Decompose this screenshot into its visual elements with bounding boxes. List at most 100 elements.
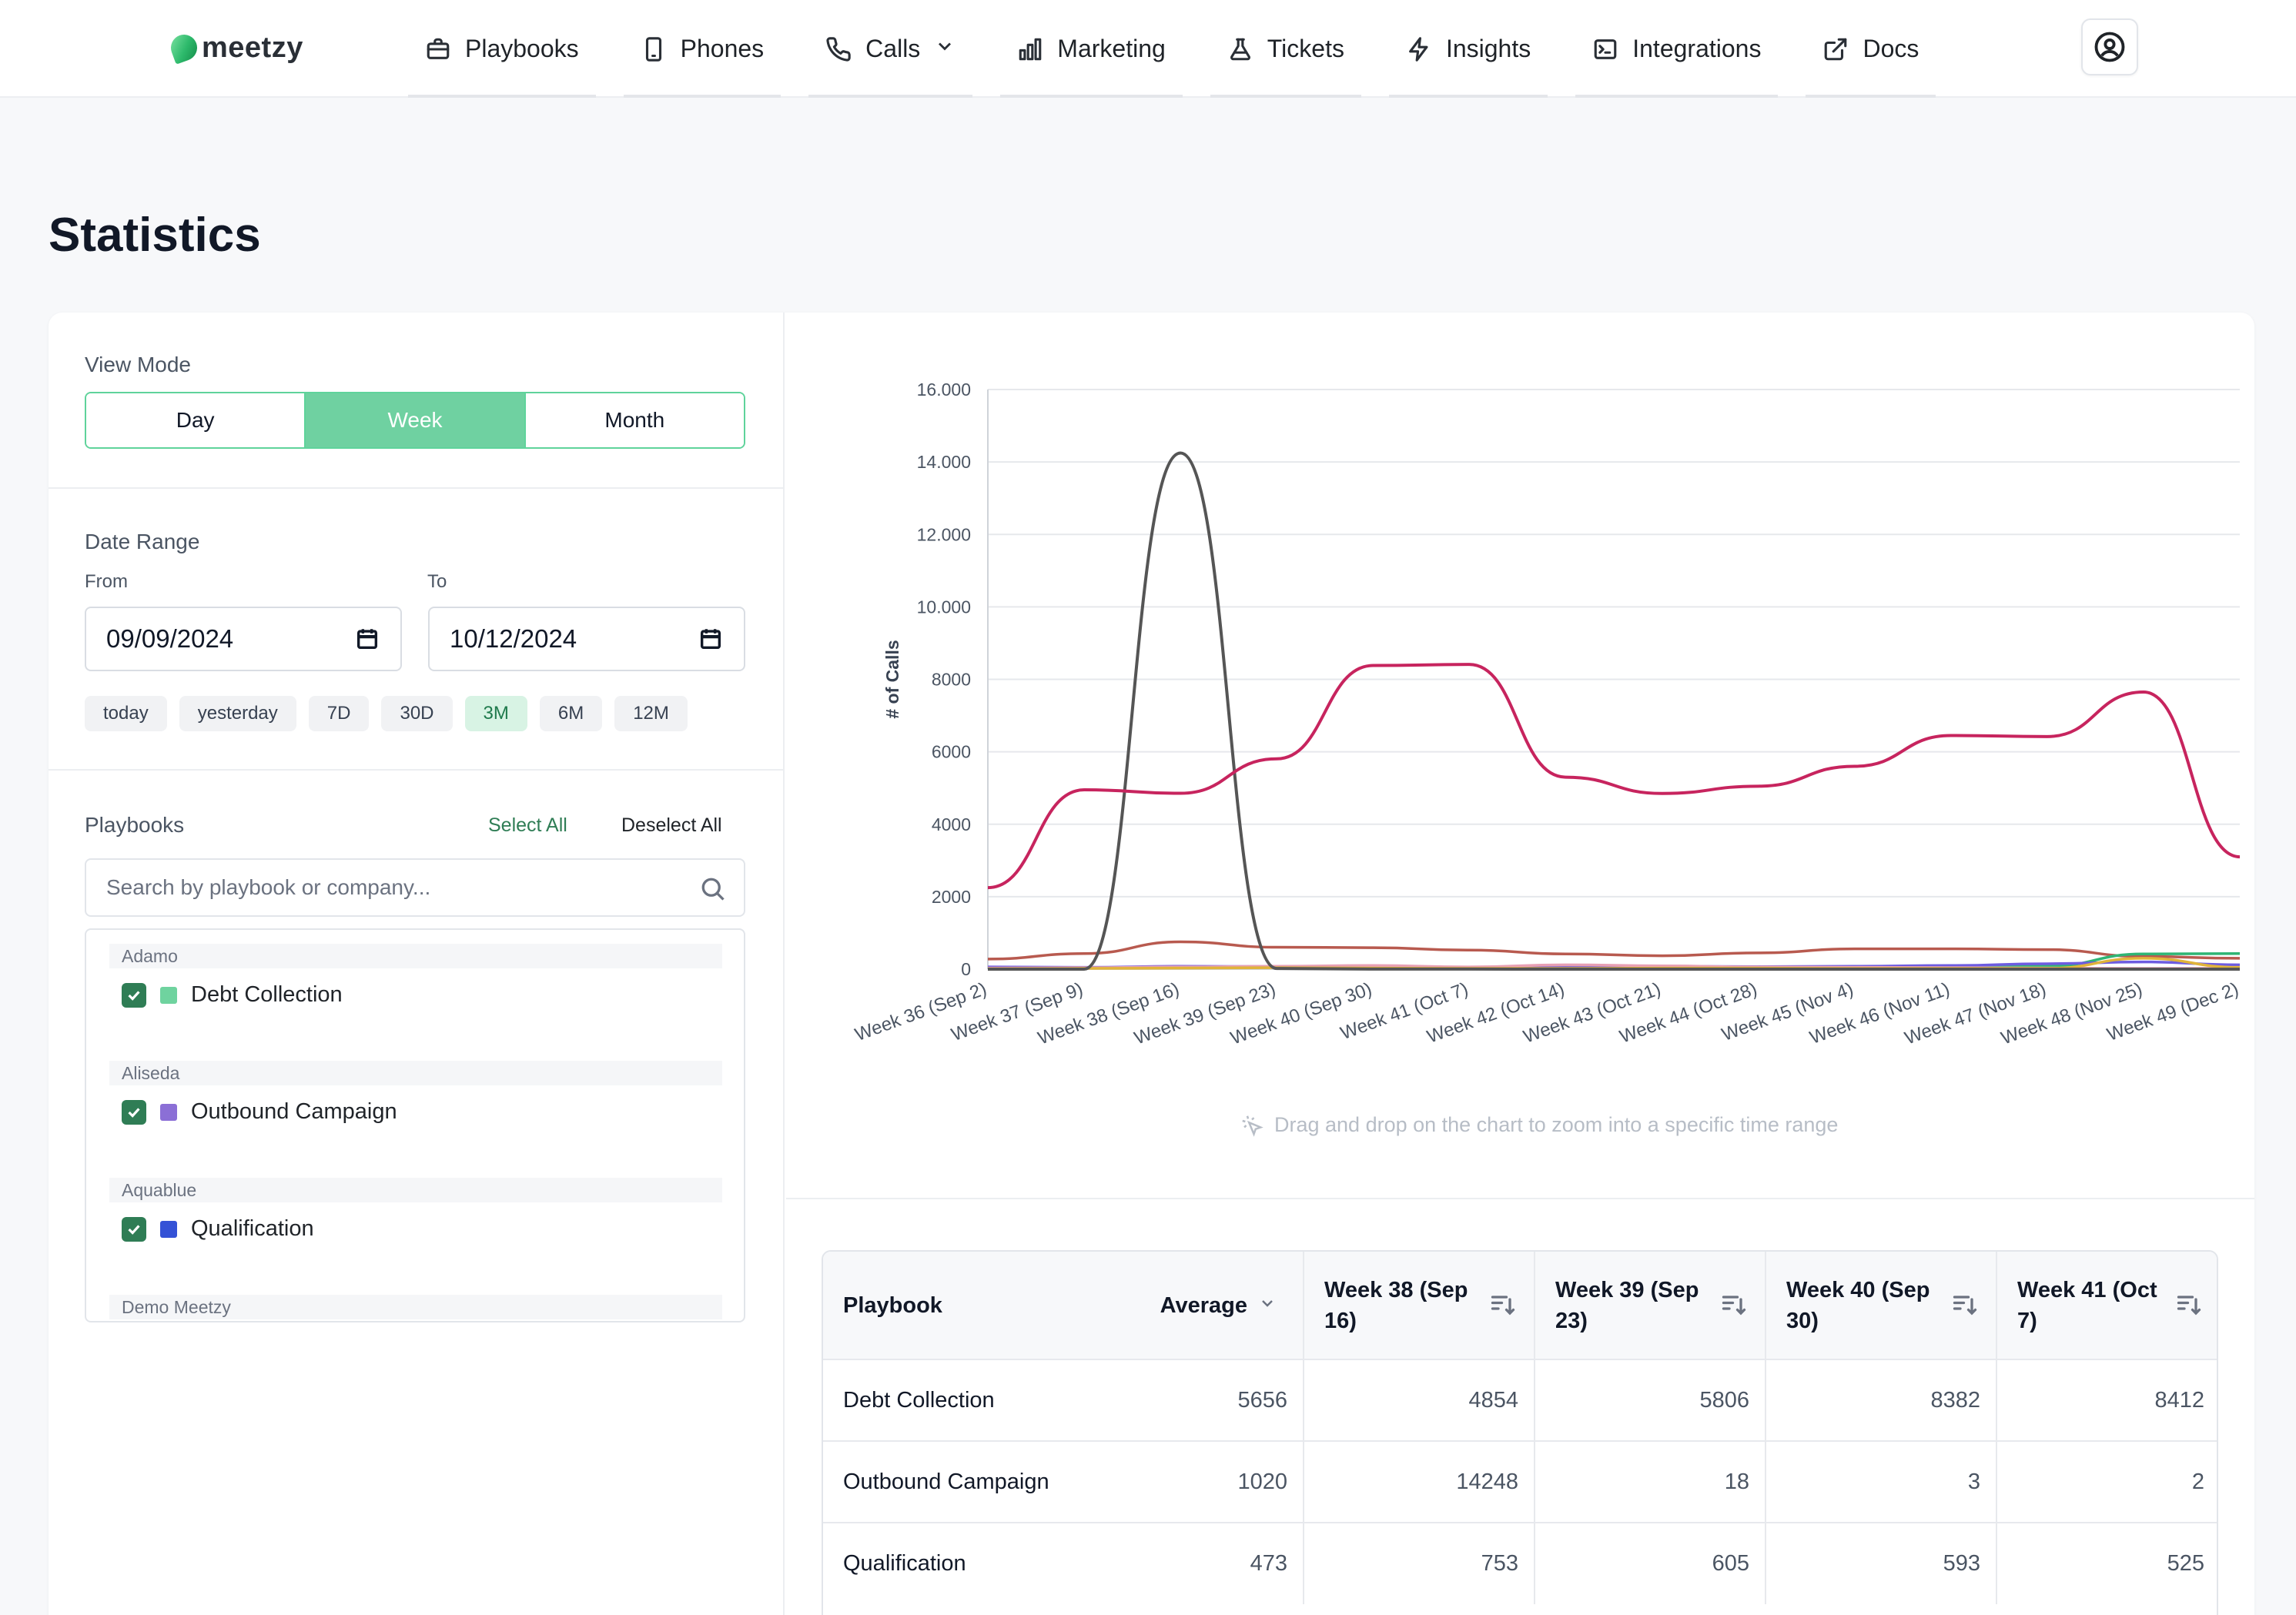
smartphone-icon: [641, 36, 667, 62]
section-divider: [49, 769, 785, 771]
company-header-demo-meetzy: Demo Meetzy: [109, 1295, 722, 1319]
checkbox-checked[interactable]: [122, 1099, 146, 1125]
company-header-adamo: Adamo: [109, 944, 722, 968]
nav-integrations[interactable]: Integrations: [1575, 0, 1779, 98]
chevron-down-icon: [1258, 1290, 1277, 1321]
chevron-down-icon: [934, 35, 956, 63]
row-playbook-name: Outbound Campaign: [823, 1440, 1073, 1523]
row-cell: 525: [1996, 1522, 2217, 1604]
row-cell: 5806: [1535, 1359, 1767, 1441]
check-icon: [128, 1224, 140, 1235]
view-mode-label: View Mode: [85, 353, 192, 376]
zoom-hint-text: Drag and drop on the chart to zoom into …: [1274, 1113, 1839, 1136]
check-icon: [128, 990, 140, 1001]
column-header-week-39[interactable]: Week 39 (Sep 23): [1535, 1252, 1767, 1359]
view-mode-week-button[interactable]: Week: [304, 393, 524, 447]
preset-yesterday[interactable]: yesterday: [179, 696, 296, 731]
row-average: 5656: [1073, 1359, 1305, 1441]
logo-mark-icon: [167, 31, 201, 65]
meetzy-logo[interactable]: meetzy: [167, 28, 303, 68]
series-color-swatch: [160, 986, 177, 1004]
main-nav: Playbooks Phones Calls Marketing: [408, 0, 1963, 98]
nav-insights[interactable]: Insights: [1388, 0, 1548, 98]
table-row: Debt Collection 5656 4854 5806 8382 8412: [823, 1359, 2217, 1441]
playbook-item-debt-collection[interactable]: Debt Collection: [122, 982, 343, 1008]
terminal-icon: [1592, 36, 1618, 62]
preset-today[interactable]: today: [85, 696, 167, 731]
date-range-label: Date Range: [85, 530, 200, 553]
top-navigation-bar: meetzy Playbooks Phones Calls: [0, 0, 2296, 98]
nav-label: Calls: [865, 35, 921, 62]
calendar-icon[interactable]: [354, 626, 380, 652]
series-color-swatch: [160, 1103, 177, 1121]
preset-30d[interactable]: 30D: [381, 696, 453, 731]
row-cell: 753: [1304, 1522, 1536, 1604]
check-icon: [128, 1107, 140, 1118]
column-header-average[interactable]: Average: [1160, 1290, 1277, 1321]
to-date-input[interactable]: 10/12/2024: [428, 607, 745, 671]
column-header-label: Week 40 (Sep 30): [1786, 1277, 1930, 1333]
from-label: From: [85, 571, 128, 592]
row-cell: 593: [1766, 1522, 1998, 1604]
preset-3m[interactable]: 3M: [464, 696, 527, 731]
statistics-card: View Mode Day Week Month Date Range From…: [49, 313, 2254, 1615]
column-header-week-41[interactable]: Week 41 (Oct 7): [1996, 1252, 2217, 1359]
user-menu-button[interactable]: [2081, 18, 2138, 75]
sort-icon[interactable]: [1489, 1290, 1517, 1318]
nav-label: Docs: [1863, 35, 1919, 62]
table-row: Outbound Campaign 1020 14248 18 3 2: [823, 1440, 2217, 1523]
nav-label: Marketing: [1057, 35, 1166, 62]
nav-tickets[interactable]: Tickets: [1210, 0, 1362, 98]
playbook-name: Qualification: [191, 1216, 314, 1241]
select-all-button[interactable]: Select All: [488, 814, 567, 836]
playbook-list: Adamo Debt Collection Aliseda Outbound C…: [85, 928, 745, 1322]
checkbox-checked[interactable]: [122, 982, 146, 1008]
checkbox-checked[interactable]: [122, 1216, 146, 1242]
row-cell: 14248: [1304, 1440, 1536, 1523]
from-date-value: 09/09/2024: [106, 624, 234, 653]
from-date-input[interactable]: 09/09/2024: [85, 607, 402, 671]
column-header-label: Week 41 (Oct 7): [2017, 1277, 2157, 1333]
sort-icon[interactable]: [2175, 1290, 2203, 1318]
flask-icon: [1227, 36, 1253, 62]
nav-phones[interactable]: Phones: [623, 0, 782, 98]
row-average: 1020: [1073, 1440, 1305, 1523]
column-header-week-40[interactable]: Week 40 (Sep 30): [1766, 1252, 1998, 1359]
deselect-all-button[interactable]: Deselect All: [621, 814, 722, 836]
column-header-playbook[interactable]: Playbook: [843, 1292, 942, 1318]
nav-docs[interactable]: Docs: [1806, 0, 1936, 98]
playbook-item-outbound-campaign[interactable]: Outbound Campaign: [122, 1099, 397, 1125]
nav-calls[interactable]: Calls: [808, 0, 973, 98]
series-line: [987, 663, 2241, 890]
chart-svg[interactable]: 0 2000 4000 6000 8000 10.000 12.000 14.000 16.00…: [786, 313, 2254, 1082]
calls-line-chart[interactable]: 0 2000 4000 6000 8000 10.000 12.000 14.000 16.00…: [786, 313, 2254, 1198]
view-mode-day-button[interactable]: Day: [86, 393, 305, 447]
preset-7d[interactable]: 7D: [308, 696, 370, 731]
column-header-label: Week 39 (Sep 23): [1555, 1277, 1699, 1333]
nav-playbooks[interactable]: Playbooks: [408, 0, 596, 98]
playbook-name: Debt Collection: [191, 982, 343, 1007]
row-cell: 2: [1996, 1440, 2217, 1523]
nav-label: Insights: [1445, 35, 1531, 62]
section-divider: [49, 487, 785, 489]
playbook-search: [85, 858, 745, 917]
playbook-search-input[interactable]: [106, 875, 691, 900]
series-line: [987, 940, 2241, 961]
playbooks-label: Playbooks: [85, 813, 185, 837]
row-average: 473: [1073, 1522, 1305, 1604]
preset-12m[interactable]: 12M: [614, 696, 688, 731]
preset-6m[interactable]: 6M: [539, 696, 603, 731]
sort-icon[interactable]: [1720, 1290, 1748, 1318]
search-icon: [701, 878, 725, 901]
y-tick-label: 16.000: [917, 380, 971, 400]
view-mode-month-button[interactable]: Month: [524, 393, 744, 447]
column-header-week-38[interactable]: Week 38 (Sep 16): [1304, 1252, 1536, 1359]
row-cell: 4854: [1304, 1359, 1536, 1441]
calendar-icon[interactable]: [698, 626, 724, 652]
sort-icon[interactable]: [1951, 1290, 1979, 1318]
playbook-item-qualification[interactable]: Qualification: [122, 1216, 314, 1242]
y-tick-label: 2000: [932, 887, 971, 907]
nav-marketing[interactable]: Marketing: [1000, 0, 1183, 98]
nav-label: Tickets: [1267, 35, 1344, 62]
series-line: [988, 451, 2240, 971]
